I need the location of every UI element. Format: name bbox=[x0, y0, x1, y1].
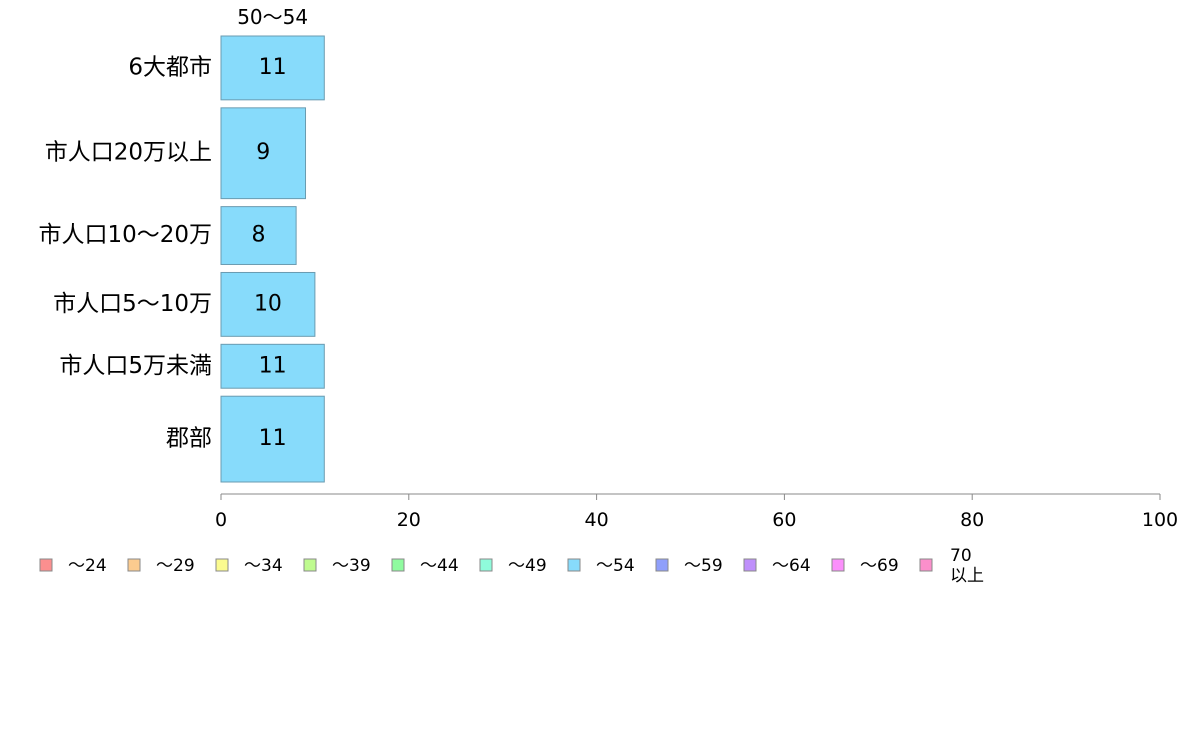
bar-value-label: 11 bbox=[259, 353, 287, 378]
bar-value-label: 10 bbox=[254, 291, 282, 316]
legend-label: 〜39 bbox=[332, 556, 371, 576]
bar-value-label: 8 bbox=[252, 223, 266, 248]
x-tick-label: 0 bbox=[215, 509, 227, 531]
category-label: 6大都市 bbox=[128, 54, 212, 80]
legend-label: 〜34 bbox=[244, 556, 283, 576]
legend-swatch bbox=[655, 558, 669, 572]
bar bbox=[220, 206, 297, 265]
category-label: 市人口20万以上 bbox=[45, 140, 212, 166]
legend-swatch bbox=[215, 558, 229, 572]
x-tick-label: 100 bbox=[1142, 509, 1178, 531]
legend-label: 〜29 bbox=[156, 556, 195, 576]
bar bbox=[220, 395, 325, 483]
legend-label: 〜59 bbox=[684, 556, 723, 576]
legend-swatch bbox=[919, 558, 933, 572]
legend-swatch bbox=[567, 558, 581, 572]
x-tick-label: 60 bbox=[772, 509, 796, 531]
legend-swatch bbox=[479, 558, 493, 572]
legend-swatch bbox=[743, 558, 757, 572]
bar-value-label: 9 bbox=[256, 140, 270, 165]
legend: 〜24 〜29 〜34 〜39 〜44 〜49 〜54 〜59 〜64 〜69 70 以上 bbox=[39, 546, 984, 586]
bar-value-label: 11 bbox=[259, 426, 287, 451]
category-label: 郡部 bbox=[166, 426, 212, 452]
legend-swatch bbox=[391, 558, 405, 572]
legend-swatch bbox=[303, 558, 317, 572]
bars-group: 50〜54 6大都市 11 市人口20万以上 9 市人口10〜20万 8 市人口5〜10万 10… bbox=[38, 5, 325, 483]
legend-label: 〜64 bbox=[772, 556, 811, 576]
bar bbox=[220, 271, 316, 337]
category-label: 市人口5万未満 bbox=[59, 353, 212, 379]
legend-swatch bbox=[127, 558, 141, 572]
x-tick-label: 40 bbox=[585, 509, 609, 531]
legend-label: 70 以上 bbox=[950, 546, 984, 586]
legend-label: 〜49 bbox=[508, 556, 547, 576]
legend-swatch bbox=[39, 558, 53, 572]
category-label: 市人口10〜20万 bbox=[38, 222, 212, 248]
category-label: 市人口5〜10万 bbox=[53, 291, 212, 317]
legend-label: 〜24 bbox=[68, 556, 107, 576]
x-tick-label: 20 bbox=[397, 509, 421, 531]
bar bbox=[220, 35, 325, 101]
x-axis: 0 20 40 60 80 100 bbox=[215, 493, 1178, 531]
legend-swatch bbox=[831, 558, 845, 572]
column-header: 50〜54 bbox=[237, 5, 308, 29]
bar-value-label: 11 bbox=[259, 55, 287, 80]
x-tick-label: 80 bbox=[960, 509, 984, 531]
bar bbox=[220, 107, 307, 200]
legend-label: 〜69 bbox=[860, 556, 899, 576]
legend-label: 〜54 bbox=[596, 556, 635, 576]
legend-label: 〜44 bbox=[420, 556, 459, 576]
bar bbox=[220, 343, 325, 389]
